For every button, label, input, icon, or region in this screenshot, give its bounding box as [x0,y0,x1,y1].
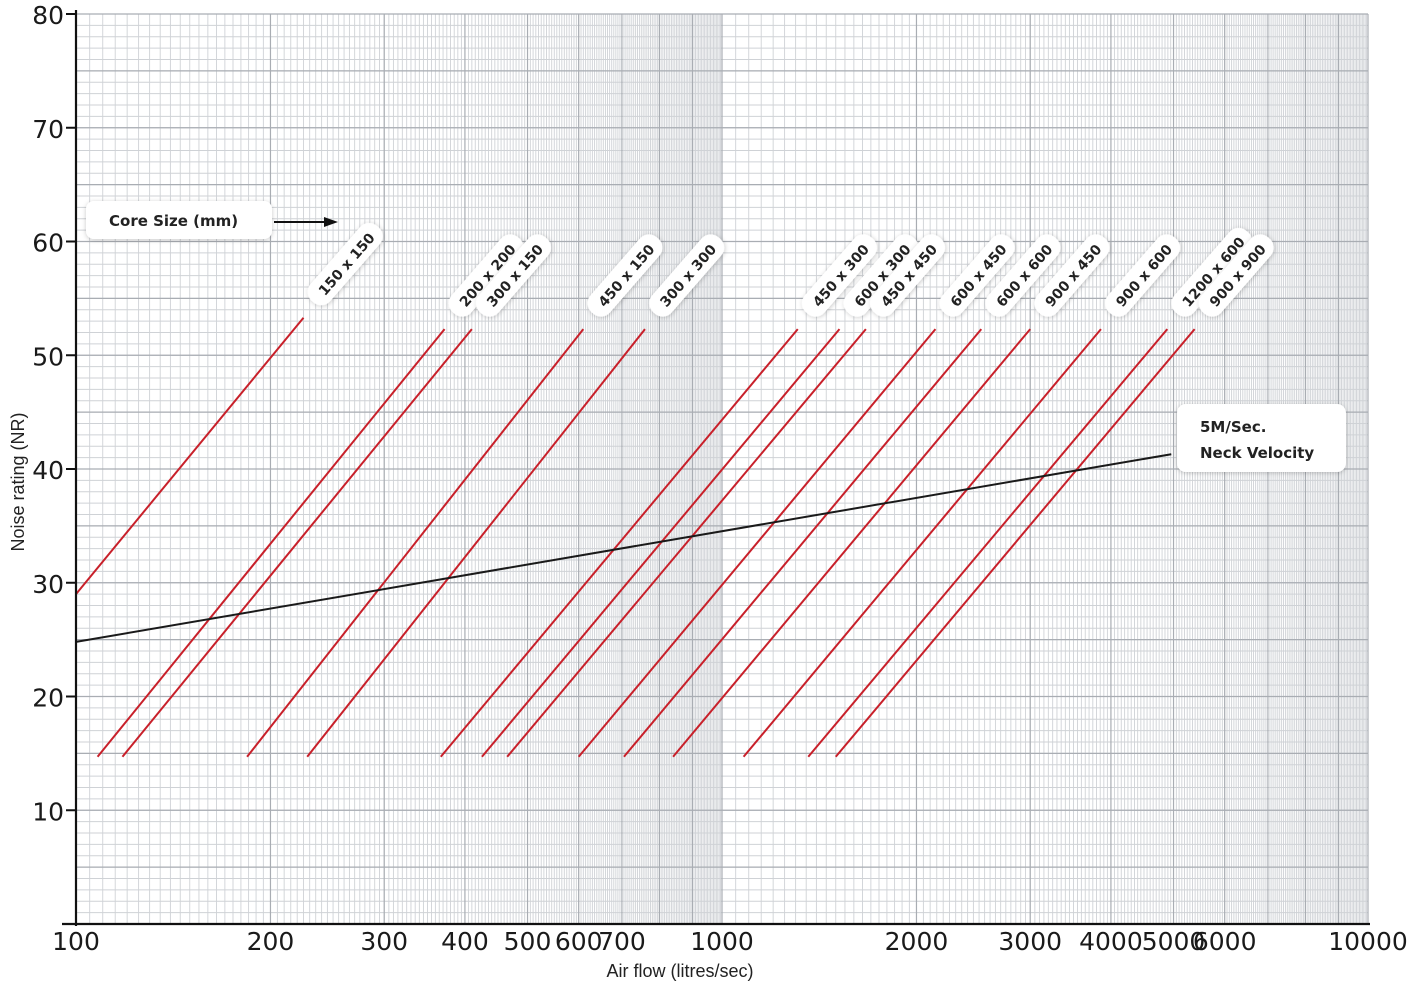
series-line-600-x-600 [623,328,983,758]
y-axis-title: Noise rating (NR) [8,412,28,551]
series-line-450-x-450 [506,328,867,758]
y-tick-label: 40 [32,456,64,485]
core-size-label-bg [939,234,1015,317]
core-size-label-bg [587,234,663,317]
y-tick-label: 60 [32,229,64,258]
x-tick-label: 6000 [1193,927,1257,956]
x-tick-label: 300 [360,927,408,956]
series-line-450-x-300 [440,328,799,758]
core-size-label-bg [985,234,1061,317]
series-line-300-x-300 [306,328,646,758]
neck-velocity-label-line2: Neck Velocity [1200,444,1314,462]
core-size-label-bg [476,234,551,317]
x-tick-label: 100 [52,927,100,956]
core-size-label-bg [448,234,524,317]
core-size-legend: Core Size (mm) [86,201,338,239]
series-line-900-x-600 [742,328,1102,758]
series-line-900-x-900 [834,328,1196,758]
series-line-450-x-150 [246,328,585,758]
core-size-label: Core Size (mm) [109,212,238,230]
x-tick-label: 3000 [998,927,1062,956]
x-tick-label: 200 [247,927,295,956]
x-tick-label: 400 [441,927,489,956]
y-tick-label: 10 [32,797,64,826]
neck-velocity-label-line1: 5M/Sec. [1200,418,1266,436]
grid [75,13,1369,924]
series-line-5m-sec-neck-velocity [75,453,1172,643]
series-layer [75,317,1196,758]
series-line-300-x-150 [121,328,473,758]
series-line-600-x-450 [577,328,937,758]
core-size-label-bg [1105,234,1181,317]
x-tick-label: 2000 [885,927,949,956]
core-size-box [86,201,272,239]
core-size-label-bg [649,234,725,317]
series-line-1200-x-600 [807,328,1169,758]
y-tick-label: 70 [32,115,64,144]
y-tick-label: 50 [32,342,64,371]
x-tick-label: 5000 [1142,927,1206,956]
neck-velocity-box [1177,404,1346,472]
y-tick-label: 30 [32,570,64,599]
core-size-label-bg [870,234,946,317]
series-line-600-x-300 [481,328,841,758]
core-size-label-bg [1171,227,1253,317]
series-line-150-x-150 [75,317,305,595]
core-size-label-bg [801,234,877,317]
core-size-arrow-head [324,217,338,227]
neck-velocity-legend: 5M/Sec. Neck Velocity [1177,404,1346,472]
x-tick-label: 10000 [1328,927,1408,956]
core-size-label-bg [307,222,383,306]
core-size-label-bg [1034,234,1110,317]
series-line-200-x-200 [96,328,446,758]
x-tick-label: 4000 [1079,927,1143,956]
y-tick-label: 80 [32,1,64,30]
y-tick-label: 20 [32,684,64,713]
x-tick-label: 600 [555,927,603,956]
core-size-label-bg [1198,234,1274,317]
x-axis-title: Air flow (litres/sec) [606,961,753,981]
x-tick-label: 700 [598,927,646,956]
x-tick-label: 500 [504,927,552,956]
series-line-900-x-450 [672,328,1031,758]
core-size-label-bg [843,234,919,317]
x-tick-label: 1000 [690,927,754,956]
